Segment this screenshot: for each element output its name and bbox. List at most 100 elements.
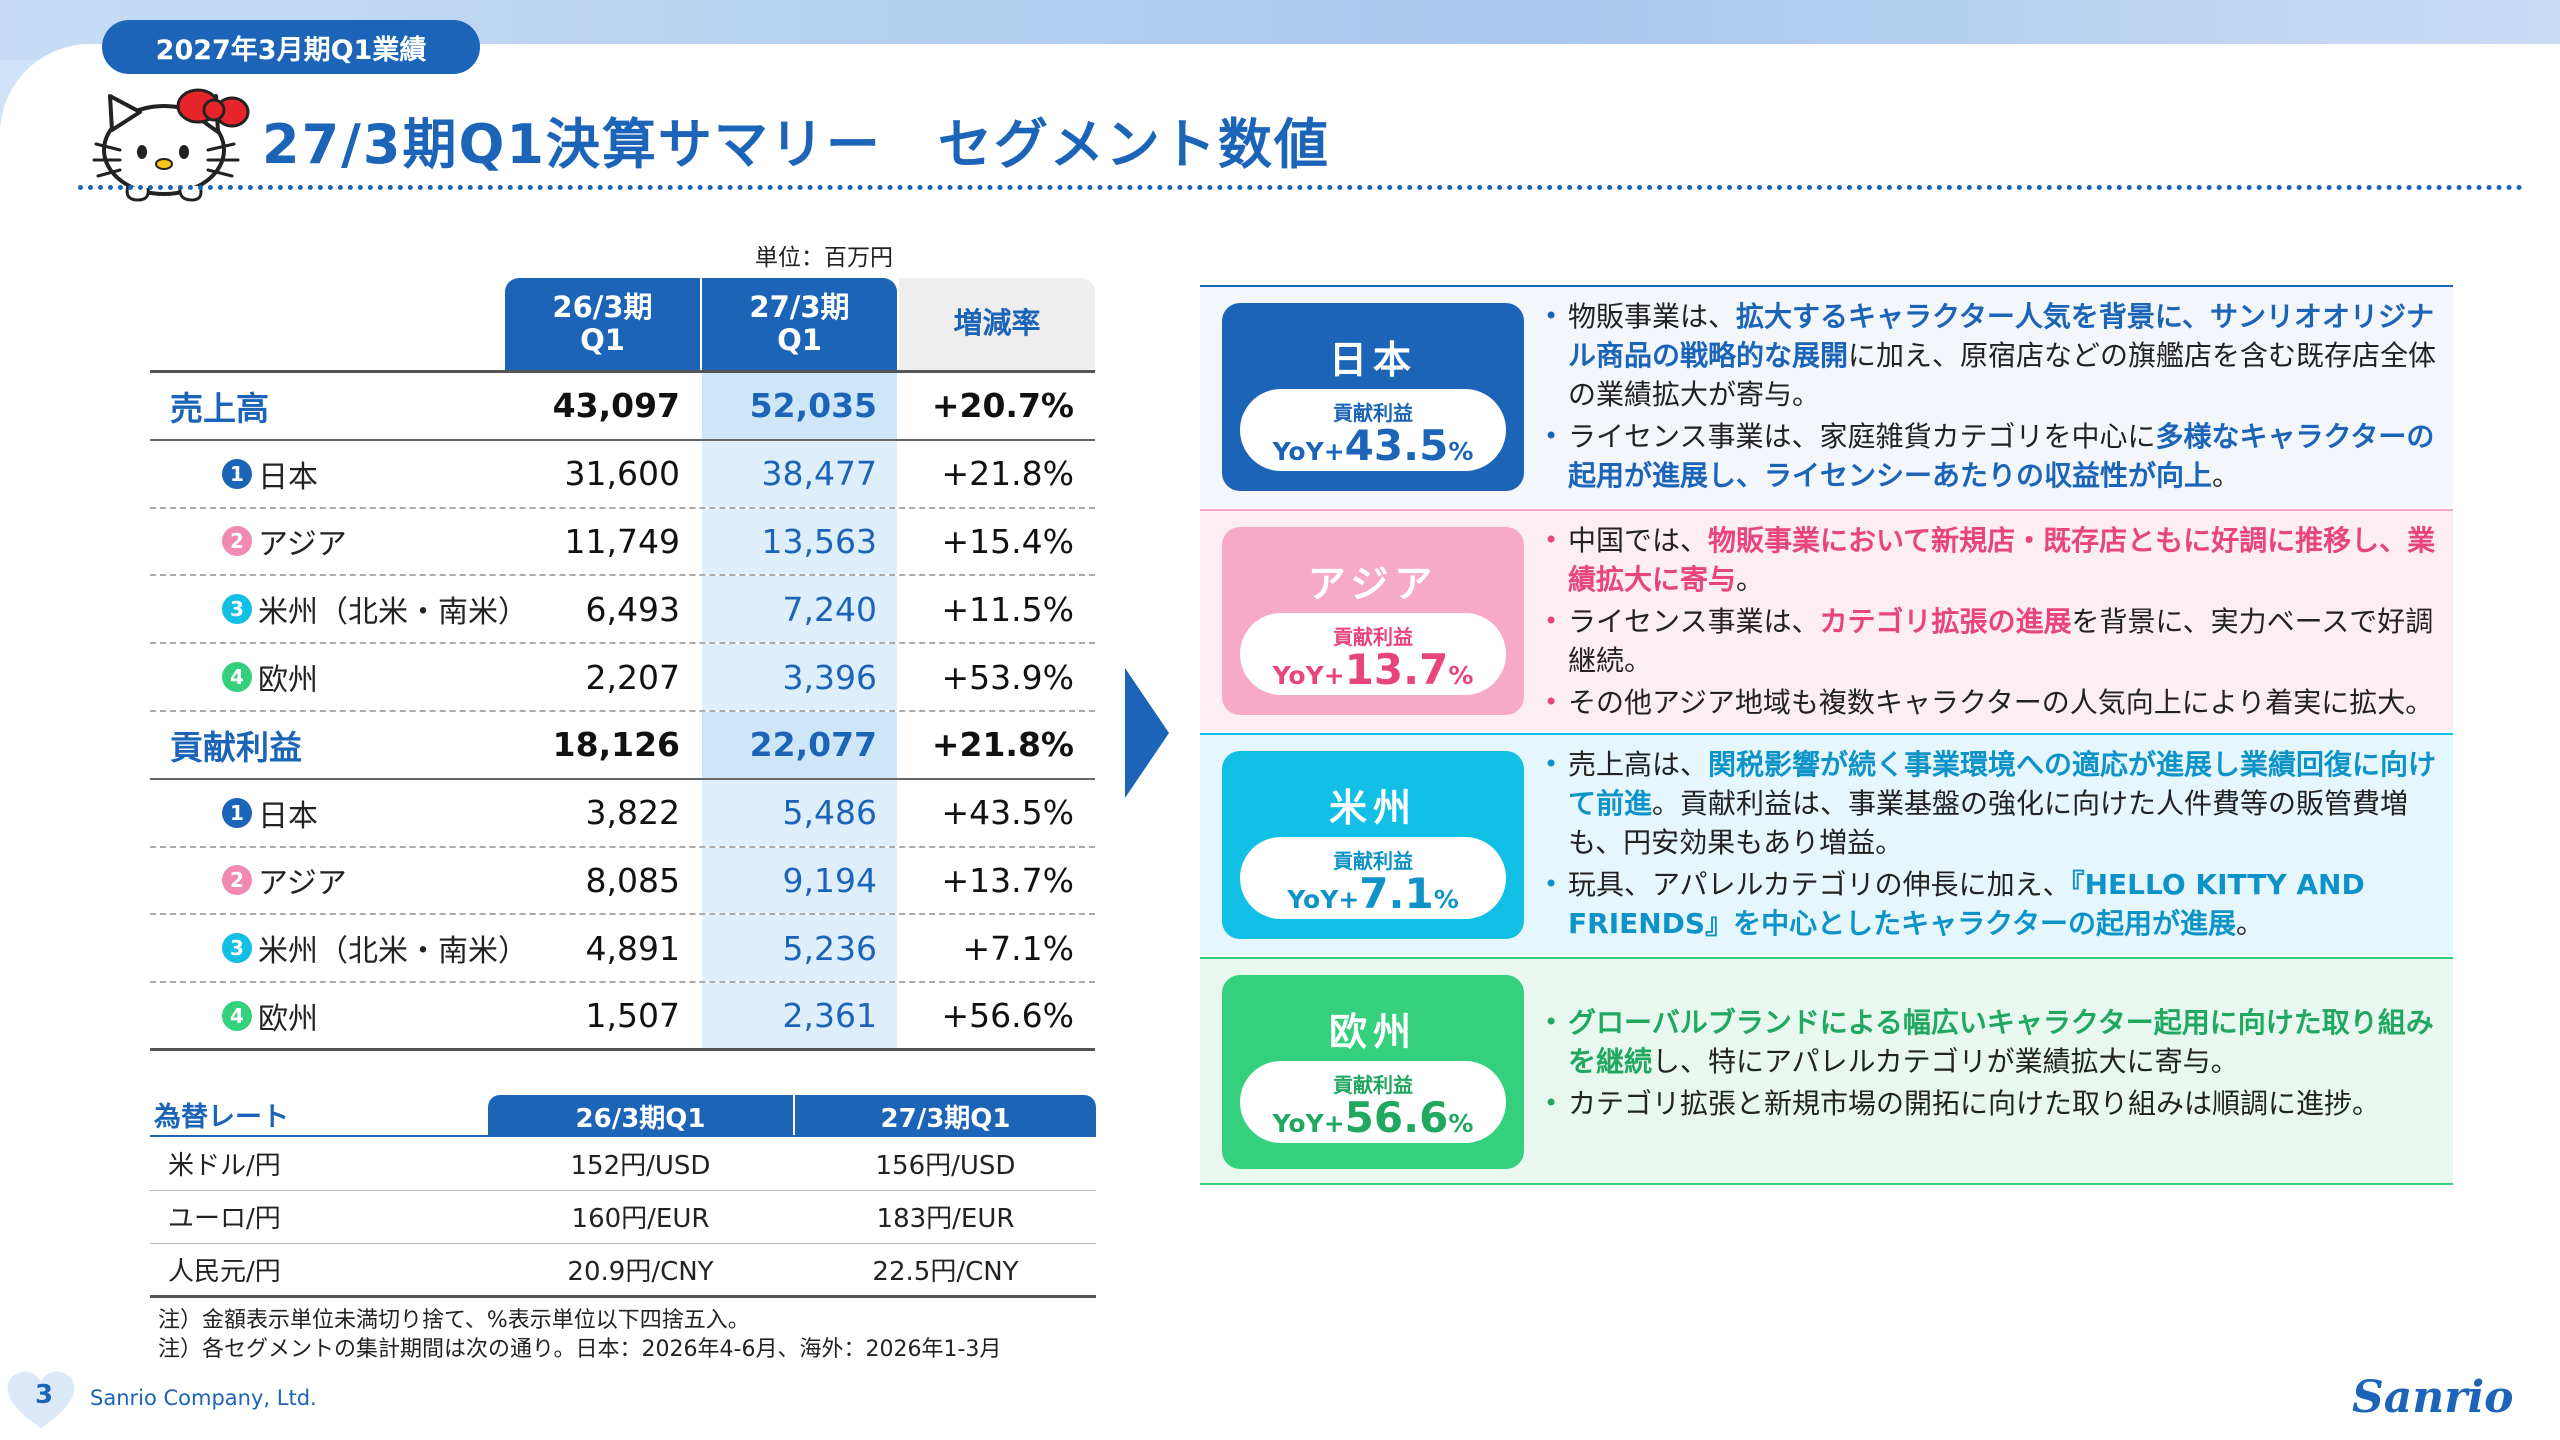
value-prev: 2,207 bbox=[585, 657, 680, 697]
yoy-prefix: YoY+ bbox=[1272, 1109, 1345, 1138]
segment-name: 米州 bbox=[1328, 786, 1417, 830]
value-change: +11.5% bbox=[941, 589, 1074, 629]
table-row: 2 アジア 11,749 13,563 +15.4% bbox=[150, 508, 1095, 577]
segment-comment: 中国では、物販事業において新規店・既存店ともに好調に推移し、業績拡大に寄与。ライ… bbox=[1540, 521, 2441, 725]
value-prev: 4,891 bbox=[585, 928, 680, 968]
yoy-pill: 貢献利益 YoY+43.5% bbox=[1240, 389, 1506, 471]
segment-badge: 欧州貢献利益 YoY+56.6% bbox=[1222, 975, 1524, 1169]
yoy-unit: % bbox=[1433, 885, 1459, 914]
yoy-pill: 貢献利益 YoY+13.7% bbox=[1240, 613, 1506, 695]
bullet-text: し、特にアパレルカテゴリが業績拡大に寄与。 bbox=[1652, 1045, 2239, 1078]
yoy-value: YoY+56.6% bbox=[1240, 1093, 1506, 1142]
unit-label: 単位：百万円 bbox=[755, 245, 893, 271]
table-total-row: 貢献利益 18,126 22,077 +21.8% bbox=[150, 711, 1095, 780]
yoy-label: 貢献利益 bbox=[1333, 849, 1413, 873]
segment-name: 欧州 bbox=[1328, 1010, 1417, 1054]
value-curr: 2,361 bbox=[702, 983, 897, 1048]
fx-body: 米ドル/円 152円/USD 156円/USD ユーロ/円 160円/EUR 183円/E… bbox=[150, 1137, 1096, 1298]
fx-col-prev: 26/3期Q1 bbox=[488, 1095, 793, 1137]
col-prev-header: 26/3期 Q1 bbox=[505, 278, 700, 370]
segment-japan: 日本貢献利益YoY+43.5%物販事業は、拡大するキャラクター人気を背景に、サン… bbox=[1200, 285, 2453, 507]
table-row: 2 アジア 8,085 9,194 +13.7% bbox=[150, 847, 1095, 916]
segment-asia: アジア貢献利益YoY+13.7%中国では、物販事業において新規店・既存店ともに好… bbox=[1200, 509, 2453, 731]
value-curr: 13,563 bbox=[702, 508, 897, 575]
segment-comment: 物販事業は、拡大するキャラクター人気を背景に、サンリオオリジナル商品の戦略的な展… bbox=[1540, 297, 2441, 498]
value-change: +56.6% bbox=[941, 996, 1074, 1036]
row-label: 4 欧州 bbox=[222, 994, 318, 1038]
title-divider bbox=[78, 185, 2524, 190]
row-label: 3 米州（北米・南米） bbox=[222, 587, 528, 631]
table-row: 3 米州（北米・南米） 4,891 5,236 +7.1% bbox=[150, 915, 1095, 984]
row-label: 売上高 bbox=[170, 382, 269, 430]
row-label-text: 欧州 bbox=[258, 663, 318, 699]
row-label-text: 米州（北米・南米） bbox=[258, 934, 528, 970]
value-change: +21.8% bbox=[931, 725, 1074, 765]
highlight-text: 多様なキャラクターの起用が進展し、ライセンシーあたりの収益性が向上 bbox=[1568, 420, 2435, 492]
fx-row: 米ドル/円 152円/USD 156円/USD bbox=[150, 1137, 1096, 1191]
segment-badge: アジア 貢献利益 YoY+13.7% bbox=[1222, 527, 1524, 715]
row-label-text: アジア bbox=[258, 527, 347, 563]
row-label-text: 日本 bbox=[258, 798, 318, 834]
table-body: 売上高 43,097 52,035 +20.7% 1 日本 31,600 38,477 +21.… bbox=[150, 370, 1095, 1051]
row-label-text: アジア bbox=[258, 866, 347, 902]
bullet-text: 玩具、アパレルカテゴリの伸長に加え、 bbox=[1568, 868, 2071, 901]
highlight-text: 拡大するキャラクター人気を背景に、サンリオオリジナル商品の戦略的な展開 bbox=[1568, 300, 2435, 372]
value-prev: 18,126 bbox=[552, 725, 680, 765]
number-badge: 1 bbox=[222, 797, 252, 828]
yoy-label: 貢献利益 bbox=[1333, 625, 1413, 649]
highlight-text: 『HELLO KITTY AND FRIENDS』を中心としたキャラクターの起用… bbox=[1568, 868, 2365, 940]
col-change-header: 増減率 bbox=[899, 278, 1095, 370]
fx-row: ユーロ/円 160円/EUR 183円/EUR bbox=[150, 1191, 1096, 1244]
bullet-text: 中国では、 bbox=[1568, 524, 1709, 557]
fx-table: 為替レート 26/3期Q1 27/3期Q1 米ドル/円 152円/USD 156円/… bbox=[150, 1095, 1096, 1298]
table-total-row: 売上高 43,097 52,035 +20.7% bbox=[150, 373, 1095, 441]
table-row: 4 欧州 1,507 2,361 +56.6% bbox=[150, 983, 1095, 1051]
bullet-text: その他アジア地域も複数キャラクターの人気向上により着実に拡大。 bbox=[1568, 686, 2434, 719]
bullet-item: 売上高は、関税影響が続く事業環境への適応が進展し業績回復に向けて前進。貢献利益は… bbox=[1540, 745, 2441, 862]
value-change: +15.4% bbox=[941, 521, 1074, 561]
table-header: 26/3期 Q1 27/3期 Q1 増減率 bbox=[150, 278, 1095, 370]
row-label: 2 アジア bbox=[222, 858, 347, 902]
fx-currency: 米ドル/円 bbox=[168, 1150, 281, 1181]
bullet-item: 玩具、アパレルカテゴリの伸長に加え、『HELLO KITTY AND FRIEN… bbox=[1540, 865, 2441, 943]
bullet-text: 。貢献利益は、事業基盤の強化に向けた人件費等の販管費増も、円安効果もあり増益。 bbox=[1568, 787, 2409, 859]
row-label: 2 アジア bbox=[222, 519, 347, 563]
highlight-text: カテゴリ拡張の進展 bbox=[1819, 605, 2072, 638]
value-change: +13.7% bbox=[941, 860, 1074, 900]
value-prev: 1,507 bbox=[585, 996, 680, 1036]
row-label: 3 米州（北米・南米） bbox=[222, 926, 528, 970]
yoy-unit: % bbox=[1448, 661, 1474, 690]
number-badge: 1 bbox=[222, 458, 252, 489]
yoy-number: 13.7 bbox=[1344, 645, 1449, 694]
number-badge: 2 bbox=[222, 865, 252, 896]
row-label: 貢献利益 bbox=[170, 721, 302, 769]
segment-europe: 欧州貢献利益YoY+56.6%グローバルブランドによる幅広いキャラクター起用に向… bbox=[1200, 957, 2453, 1185]
fx-rate-curr: 22.5円/CNY bbox=[872, 1256, 1019, 1287]
row-label-text: 日本 bbox=[258, 459, 318, 495]
number-badge: 4 bbox=[222, 1000, 252, 1031]
yoy-prefix: YoY+ bbox=[1272, 661, 1345, 690]
bullet-text: 。 bbox=[1736, 563, 1765, 596]
yoy-value: YoY+7.1% bbox=[1240, 869, 1506, 918]
value-prev: 31,600 bbox=[564, 454, 680, 494]
value-curr: 52,035 bbox=[702, 373, 897, 439]
value-change: +53.9% bbox=[941, 657, 1074, 697]
row-label: 1 日本 bbox=[222, 791, 318, 835]
yoy-label: 貢献利益 bbox=[1333, 1073, 1413, 1097]
chevron-right-icon bbox=[1125, 668, 1169, 798]
yoy-number: 43.5 bbox=[1344, 421, 1449, 470]
bullet-item: カテゴリ拡張と新規市場の開拓に向けた取り組みは順調に進捗。 bbox=[1540, 1084, 2441, 1123]
number-badge: 2 bbox=[222, 526, 252, 557]
fx-currency: 人民元/円 bbox=[168, 1256, 281, 1287]
segment-comment: グローバルブランドによる幅広いキャラクター起用に向けた取り組みを継続し、特にアパ… bbox=[1540, 1003, 2441, 1126]
footnotes: 注）金額表示単位未満切り捨て、%表示単位以下四捨五入。 注）各セグメントの集計期… bbox=[158, 1306, 1001, 1364]
value-prev: 6,493 bbox=[585, 589, 680, 629]
bullet-text: ライセンス事業は、家庭雑貨カテゴリを中心に bbox=[1568, 420, 2156, 453]
highlight-text: 関税影響が続く事業環境への適応が進展し業績回復に向けて前進 bbox=[1568, 748, 2437, 820]
fx-header: 為替レート 26/3期Q1 27/3期Q1 bbox=[150, 1095, 1096, 1137]
hello-kitty-icon bbox=[92, 88, 250, 202]
footnote-1: 注）金額表示単位未満切り捨て、%表示単位以下四捨五入。 bbox=[158, 1308, 750, 1333]
yoy-unit: % bbox=[1448, 437, 1474, 466]
row-label-text: 貢献利益 bbox=[170, 727, 302, 767]
yoy-prefix: YoY+ bbox=[1287, 885, 1360, 914]
